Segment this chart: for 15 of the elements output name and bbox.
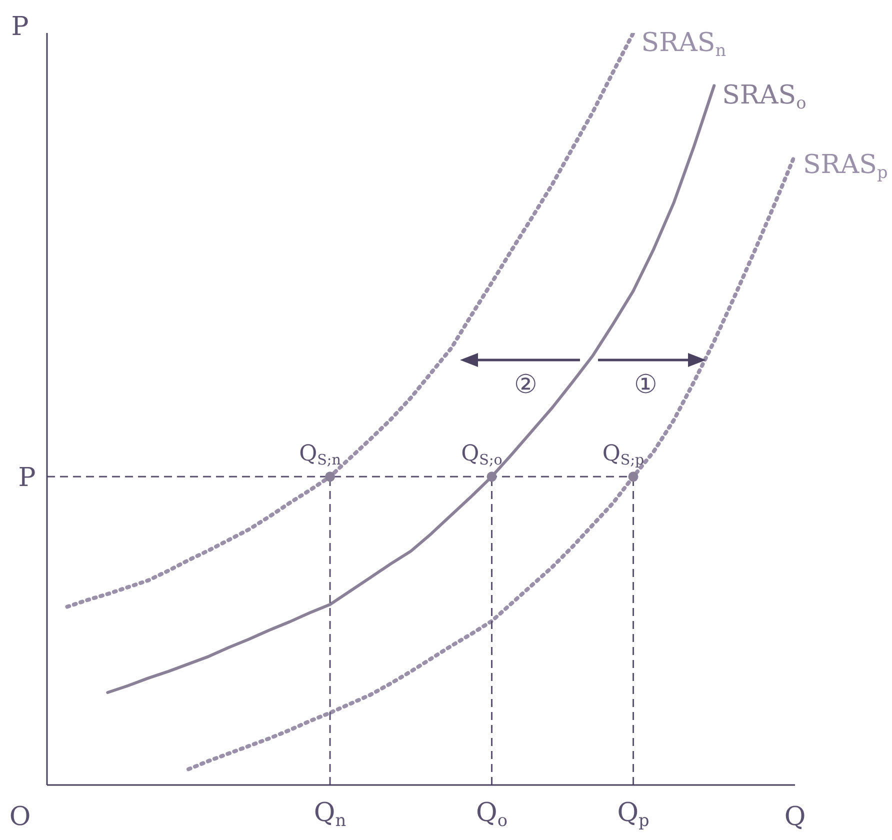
series-label: SRAS$_{o}$ [722, 80, 806, 113]
series-label: SRAS$_{n}$ [641, 28, 726, 60]
annotation: ② [514, 370, 538, 400]
text: O [9, 802, 31, 832]
annotation: Q$_{S;p}$ [602, 442, 644, 469]
text: P [18, 463, 36, 493]
x-tick-label: Q$_{p}$ [617, 798, 650, 830]
x-tick-label: Q$_{o}$ [476, 798, 508, 830]
series-label: SRAS$_{p}$ [803, 150, 888, 182]
x-axis-title: Q [784, 802, 806, 832]
y-axis-title: P [11, 12, 29, 42]
annotation: Q$_{S;o}$ [461, 442, 502, 469]
annotation: Q$_{S;n}$ [299, 442, 341, 469]
x-tick-label: Q$_{n}$ [314, 798, 346, 830]
annotation: ① [634, 370, 657, 400]
